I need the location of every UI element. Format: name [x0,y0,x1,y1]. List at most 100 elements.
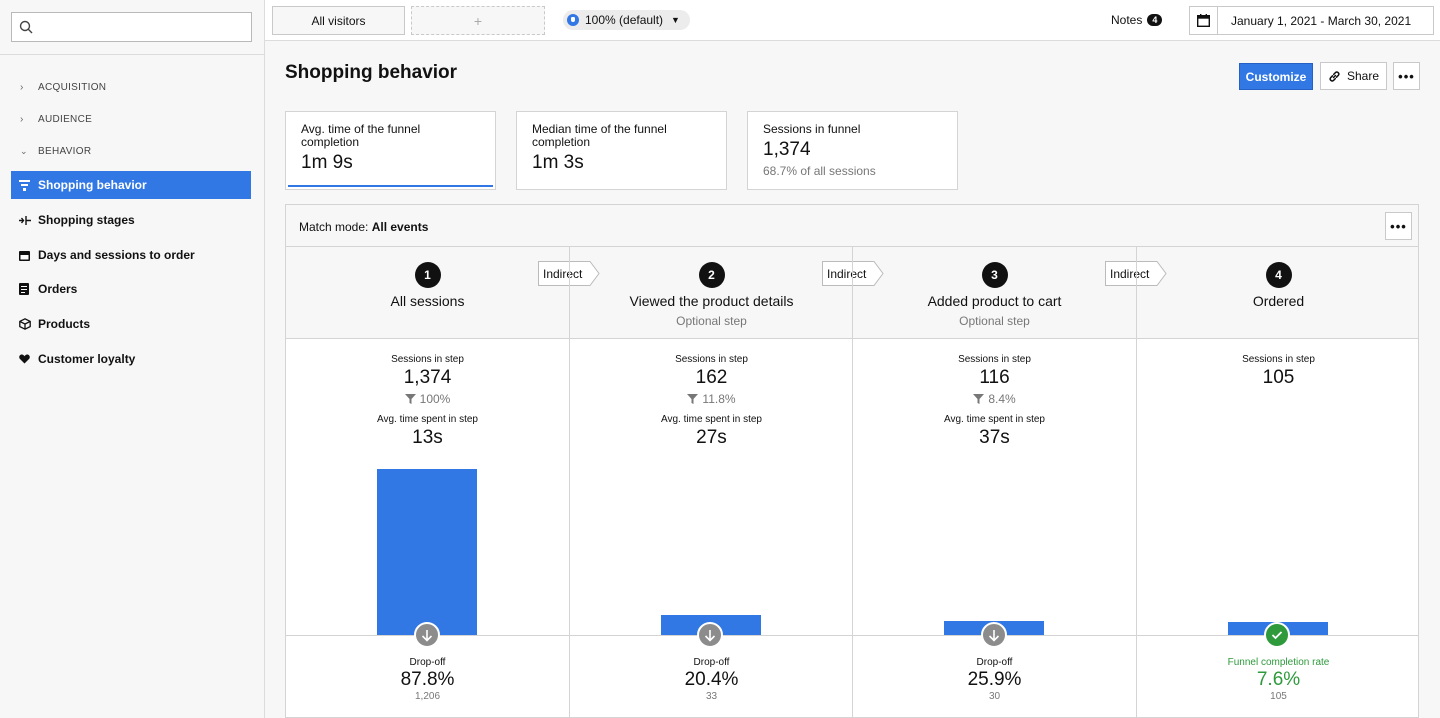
notes-button[interactable]: Notes 4 [1111,13,1163,27]
sidebar-item-label: Orders [38,282,78,296]
main-content: Shopping behavior Customize Share ••• Av… [265,41,1440,718]
arrow-down-icon [697,622,723,648]
kpi-sessions[interactable]: Sessions in funnel 1,374 68.7% of all se… [747,111,958,190]
sidebar-item-label: Products [38,317,91,331]
step-footer: Drop-off 87.8% 1,206 [286,651,569,702]
indirect-connector[interactable]: Indirect [822,261,884,286]
chevron-down-icon: ▼ [671,15,680,25]
dropoff-count: 1,206 [414,691,441,702]
percent-value: 11.8% [702,392,736,406]
percent-value: 8.4% [988,392,1016,406]
sidebar-item-customer-loyalty[interactable]: Customer loyalty [11,345,251,373]
sampling-value: 100% (default) [585,13,664,27]
sidebar-item-orders[interactable]: Orders [11,275,251,303]
match-mode-value: All events [371,220,429,234]
sampling-dropdown[interactable]: 100% (default) ▼ [563,10,690,30]
ellipsis-icon: ••• [1398,68,1415,84]
connector-label: Indirect [827,266,867,281]
column-divider [852,247,853,718]
share-label: Share [1346,69,1380,83]
kpi-median-time[interactable]: Median time of the funnel completion 1m … [516,111,727,190]
sidebar-item-days-sessions[interactable]: Days and sessions to order [11,241,251,269]
page-title: Shopping behavior [285,62,458,83]
share-button[interactable]: Share [1320,62,1387,90]
step-footer: Drop-off 25.9% 30 [853,651,1136,702]
sessions-label: Sessions in step [958,354,1031,365]
date-range-picker[interactable]: January 1, 2021 - March 30, 2021 [1189,6,1434,35]
topbar: All visitors + 100% (default) ▼ Notes 4 … [265,0,1440,41]
add-segment-button[interactable]: + [411,6,545,35]
kpi-value: 1m 9s [301,152,353,173]
footer-divider [286,635,1418,636]
step-stats: Sessions in step 105 [1137,339,1420,636]
dropoff-label: Drop-off [976,657,1013,668]
section-label: ACQUISITION [38,82,107,93]
step-number: 2 [698,262,725,288]
step-name: Viewed the product details [629,293,794,309]
dropoff-value: 87.8% [400,669,455,690]
step-stats: Sessions in step 116 8.4% Avg. time spen… [853,339,1136,636]
step-optional: Optional step [676,314,747,328]
step-name: Added product to cart [927,293,1062,309]
column-divider [569,247,570,718]
match-mode[interactable]: Match mode: All events [299,220,428,234]
link-icon [1329,70,1340,82]
stages-icon [19,215,38,225]
kpi-sub: 68.7% of all sessions [763,164,876,178]
step-header-row: 1 All sessions 2 Viewed the product deta… [286,247,1418,339]
sidebar-item-label: Customer loyalty [38,352,136,366]
sidebar-divider [0,54,264,55]
kpi-avg-time[interactable]: Avg. time of the funnel completion 1m 9s [285,111,496,190]
avg-time-value: 13s [412,427,443,448]
funnel-icon [687,394,699,404]
sidebar-item-shopping-behavior[interactable]: Shopping behavior [11,171,251,199]
indirect-connector[interactable]: Indirect [538,261,600,286]
funnel-bar[interactable] [377,469,477,635]
step-stats: Sessions in step 1,374 100% Avg. time sp… [286,339,569,636]
dropoff-label: Drop-off [409,657,446,668]
step-optional: Optional step [959,314,1030,328]
search-input[interactable] [11,12,252,42]
segment-all-visitors[interactable]: All visitors [272,6,405,35]
customize-button[interactable]: Customize [1239,63,1313,90]
completion-count: 105 [1270,691,1287,702]
calendar-icon [1190,7,1218,34]
sessions-value: 162 [695,367,728,388]
step-header: 2 Viewed the product details Optional st… [570,247,853,339]
section-audience[interactable]: › AUDIENCE [20,114,92,125]
avg-time-value: 27s [696,427,727,448]
sidebar-item-shopping-stages[interactable]: Shopping stages [11,206,251,234]
sessions-value: 105 [1262,367,1295,388]
kpi-label: Avg. time of the funnel completion [301,122,421,149]
sidebar-item-label: Shopping behavior [38,178,147,192]
dropoff-count: 30 [988,691,1001,702]
column-divider [1136,247,1137,718]
arrow-down-icon [414,622,440,648]
section-behavior[interactable]: ⌄ BEHAVIOR [20,146,91,157]
box-icon [19,318,38,330]
kpi-value: 1m 3s [532,152,584,173]
dropoff-value: 20.4% [684,669,739,690]
connector-label: Indirect [1110,266,1150,281]
sidebar-item-products[interactable]: Products [11,310,251,338]
sidebar-item-label: Shopping stages [38,213,135,227]
notes-label: Notes [1111,13,1143,27]
sessions-label: Sessions in step [391,354,464,365]
chevron-right-icon: › [20,114,24,125]
sessions-value: 1,374 [403,367,452,388]
sessions-percent: 100% [286,392,569,406]
step-header: 4 Ordered [1137,247,1420,339]
funnel-panel: Match mode: All events ••• 1 All session… [285,204,1419,718]
section-acquisition[interactable]: › ACQUISITION [20,82,106,93]
match-mode-label: Match mode: [299,220,369,234]
funnel-more-button[interactable]: ••• [1385,212,1412,240]
step-name: All sessions [390,293,465,309]
dropoff-label: Drop-off [693,657,730,668]
receipt-icon [19,283,38,295]
step-name: Ordered [1252,293,1305,309]
sessions-label: Sessions in step [675,354,748,365]
sampling-drop-icon [567,14,579,26]
indirect-connector[interactable]: Indirect [1105,261,1167,286]
more-options-button[interactable]: ••• [1393,62,1420,90]
kpi-label: Median time of the funnel completion [532,122,667,149]
